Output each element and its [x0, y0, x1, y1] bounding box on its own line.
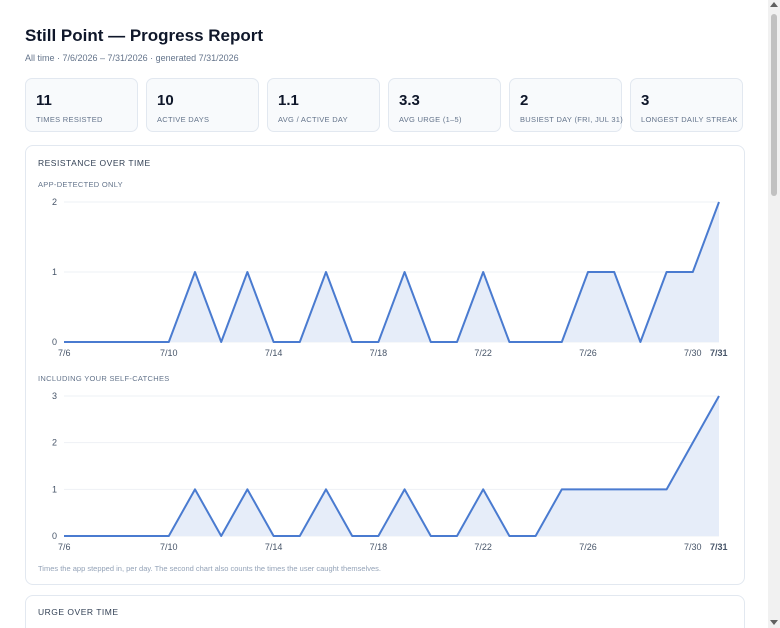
stat-card-avg-urge: 3.3 Avg urge (1–5) [388, 78, 501, 132]
y-tick-label: 2 [52, 438, 57, 448]
y-tick-label: 0 [52, 531, 57, 541]
stat-value: 10 [157, 92, 174, 109]
x-tick-label: 7/18 [370, 348, 388, 358]
x-tick-label: 7/31 [710, 542, 728, 552]
stat-value: 3.3 [399, 92, 420, 109]
x-tick-label: 7/30 [684, 348, 702, 358]
series-line [64, 201, 720, 343]
stat-card-times-resisted: 11 Times resisted [25, 78, 138, 132]
resistance-panel: RESISTANCE OVER TIME APP-DETECTED ONLY 0… [25, 145, 745, 585]
x-tick-label: 7/6 [58, 542, 71, 552]
stat-label: Active days [157, 115, 210, 124]
x-tick-label: 7/31 [710, 348, 728, 358]
stat-label: Times resisted [36, 115, 103, 124]
scroll-down-icon[interactable] [770, 620, 778, 625]
stat-label: Avg urge (1–5) [399, 115, 462, 124]
chart-note: Times the app stepped in, per day. The s… [38, 564, 381, 573]
stat-card-longest-streak: 3 Longest daily streak [630, 78, 743, 132]
x-tick-label: 7/6 [58, 348, 71, 358]
x-tick-label: 7/22 [474, 542, 492, 552]
chart-title-self-catches: INCLUDING YOUR SELF-CATCHES [38, 374, 170, 383]
y-tick-label: 1 [52, 267, 57, 277]
chart-title-app-detected: APP-DETECTED ONLY [38, 180, 123, 189]
x-tick-label: 7/26 [579, 348, 597, 358]
urge-panel: URGE OVER TIME [25, 595, 745, 628]
scroll-thumb[interactable] [771, 14, 777, 196]
panel-title: RESISTANCE OVER TIME [38, 158, 151, 168]
x-tick-label: 7/26 [579, 542, 597, 552]
stat-label: Longest daily streak [641, 115, 738, 124]
stat-label: Avg / active day [278, 115, 348, 124]
report-subtitle: All time · 7/6/2026 – 7/31/2026 · genera… [25, 53, 239, 63]
scroll-up-icon[interactable] [770, 2, 778, 7]
self-catches-chart: 0 1 2 3 7/6 7/10 7/14 7/18 7/22 7/26 7/30 7/31 [52, 391, 728, 552]
stat-value: 11 [36, 92, 52, 109]
stat-value: 3 [641, 92, 650, 109]
series-area [64, 396, 719, 536]
panel-title: URGE OVER TIME [38, 607, 119, 617]
y-tick-label: 0 [52, 337, 57, 347]
x-tick-label: 7/22 [474, 348, 492, 358]
series-line [64, 395, 720, 537]
x-tick-label: 7/10 [160, 542, 178, 552]
page-title: Still Point — Progress Report [25, 26, 264, 45]
y-tick-label: 3 [52, 391, 57, 401]
stat-value: 1.1 [278, 92, 299, 109]
stats-row: 11 Times resisted 10 Active days 1.1 Avg… [25, 78, 743, 132]
scrollbar[interactable] [768, 0, 780, 628]
stat-card-avg-per-day: 1.1 Avg / active day [267, 78, 380, 132]
stat-value: 2 [520, 92, 529, 109]
x-tick-label: 7/30 [684, 542, 702, 552]
y-tick-label: 2 [52, 197, 57, 207]
x-tick-label: 7/14 [265, 542, 283, 552]
x-tick-label: 7/14 [265, 348, 283, 358]
stat-card-busiest-day: 2 Busiest day (Fri, Jul 31) [509, 78, 624, 132]
stat-label: Busiest day (Fri, Jul 31) [520, 115, 624, 124]
app-detected-chart: 0 1 2 7/6 7/10 7/14 7/18 7/22 7/26 7/30 7/31 [52, 197, 728, 358]
stat-card-active-days: 10 Active days [146, 78, 259, 132]
y-tick-label: 1 [52, 484, 57, 494]
x-tick-label: 7/18 [370, 542, 388, 552]
x-tick-label: 7/10 [160, 348, 178, 358]
